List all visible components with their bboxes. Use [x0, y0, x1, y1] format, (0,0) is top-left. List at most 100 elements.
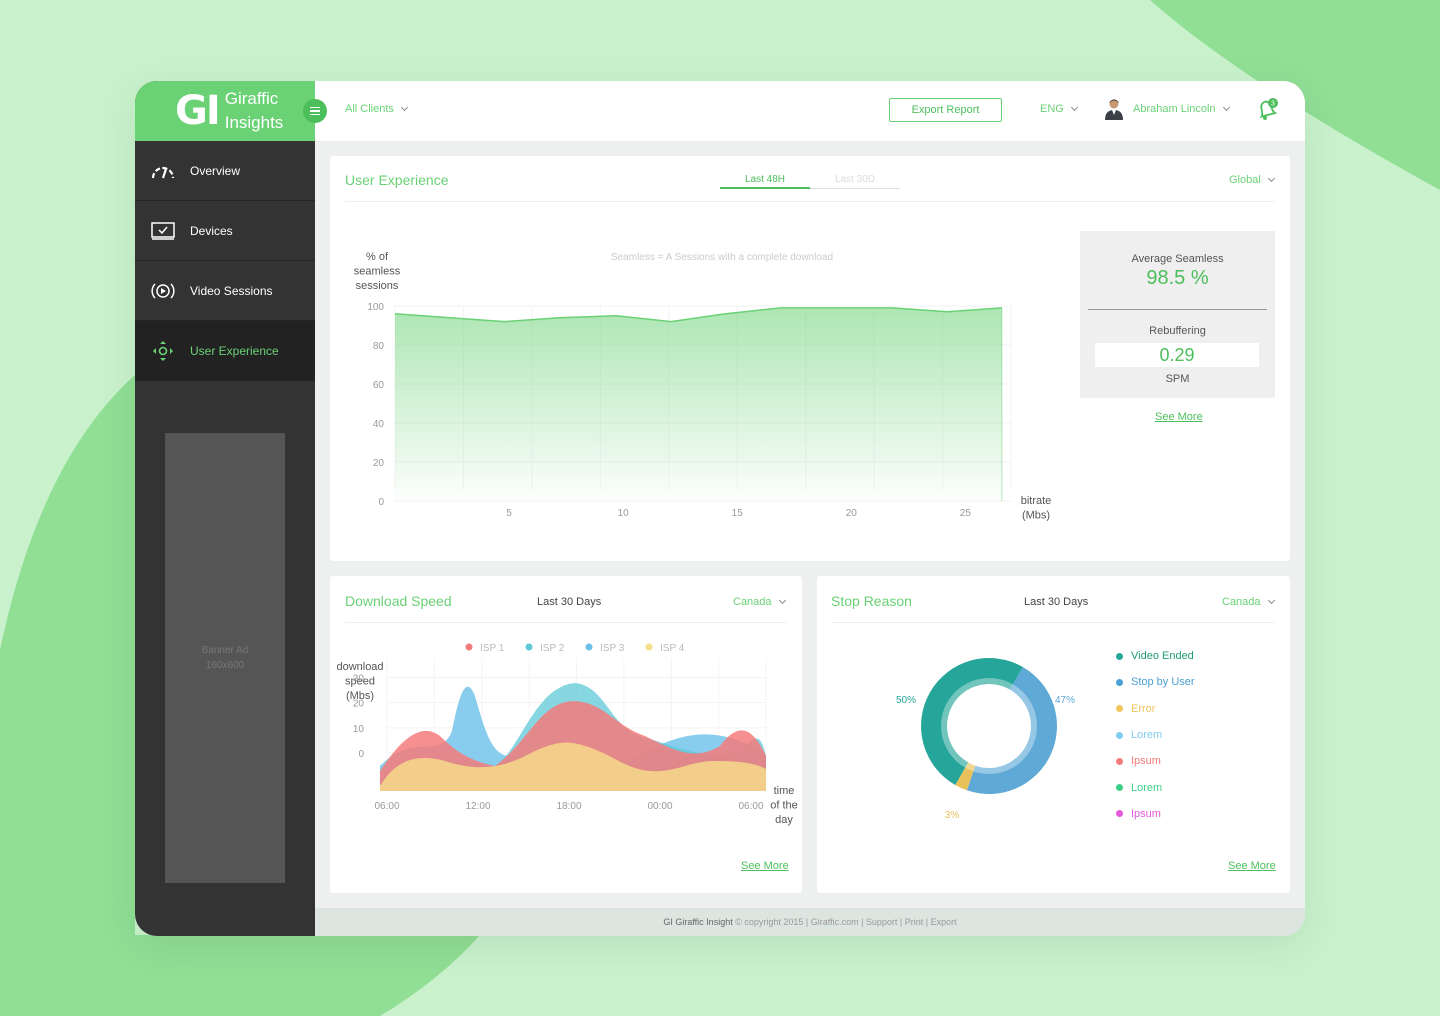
see-more-link[interactable]: See More: [1155, 411, 1203, 423]
legend-label: ISP 1: [480, 643, 505, 654]
legend-dot: [1116, 678, 1123, 686]
x-axis-label: (Mbs): [1022, 510, 1050, 522]
x-axis-label: bitrate: [1021, 495, 1052, 507]
sidebar-item-devices[interactable]: Devices: [135, 201, 315, 261]
card-title: Stop Reason: [831, 593, 912, 609]
bell-icon: 3: [1259, 98, 1278, 120]
chevron-down-icon: [1267, 174, 1275, 183]
region-dropdown[interactable]: Canada: [1222, 596, 1275, 608]
chevron-down-icon: [778, 596, 786, 605]
period-label: Last 30 Days: [1024, 596, 1089, 608]
tab-last-48h[interactable]: Last 48H: [720, 174, 810, 185]
region-dropdown[interactable]: Global: [1229, 174, 1275, 186]
logo-mark: GI: [175, 88, 221, 134]
tab-label: Last 48H: [744, 174, 786, 185]
y-axis-label: % of: [366, 251, 389, 263]
x-tick-label: 06:00: [738, 801, 763, 812]
sidebar-item-video-sessions[interactable]: Video Sessions: [135, 261, 315, 321]
region-dropdown[interactable]: Canada: [733, 596, 786, 608]
card-title: Download Speed: [345, 593, 452, 609]
legend-dot: [1116, 731, 1123, 739]
legend-dot: [1116, 705, 1123, 713]
notifications-button[interactable]: 3: [1256, 97, 1280, 128]
donut-inner-ring: [941, 678, 1037, 774]
clients-label: All Clients: [345, 103, 394, 115]
legend-dot: [525, 643, 533, 651]
footer-links: © copyright 2015 | Giraffic.com | Suppor…: [735, 917, 957, 927]
y-tick-label: 10: [353, 724, 365, 735]
rebuffering-unit: SPM: [1165, 373, 1190, 385]
chart-note: Seamless = A Sessions with a complete do…: [611, 252, 833, 263]
user-name: Abraham Lincoln: [1133, 103, 1216, 115]
x-tick-label: 12:00: [465, 801, 490, 812]
notification-count: 3: [1271, 101, 1275, 108]
banner-ad[interactable]: Banner Ad 160x600: [165, 433, 285, 883]
footer-brand: GI Giraffic Insight: [663, 917, 733, 927]
user-menu[interactable]: Abraham Lincoln: [1103, 98, 1230, 120]
region-label: Canada: [733, 596, 772, 608]
legend-label: ISP 3: [600, 643, 625, 654]
legend-label: ISP 4: [660, 643, 685, 654]
y-tick-label: 30: [353, 674, 365, 685]
region-label: Global: [1229, 174, 1261, 186]
download-speed-card: Download Speed Last 30 Days Canada ISP 1…: [330, 576, 802, 893]
language-dropdown[interactable]: ENG: [1040, 103, 1078, 115]
y-axis-label: sessions: [356, 280, 399, 292]
y-tick-label: 80: [373, 341, 385, 352]
tab-last-30d[interactable]: Last 30D: [810, 174, 900, 185]
logo[interactable]: GI Giraffic Insights: [135, 81, 315, 141]
donut-slice: [966, 666, 1057, 794]
legend-item: Lorem: [1116, 722, 1256, 748]
legend-label: Lorem: [1131, 781, 1163, 794]
legend-dot: [1116, 652, 1123, 660]
legend-label: Ipsum: [1131, 807, 1161, 820]
x-axis-label: time: [774, 785, 795, 797]
divider: [1088, 309, 1267, 310]
donut-slice: [955, 762, 976, 791]
stats-panel: Average Seamless 98.5 % Rebuffering 0.29…: [1080, 231, 1275, 398]
logo-line1: Giraffic: [224, 89, 279, 108]
banner-line1: Banner Ad: [201, 645, 249, 656]
tab-underline: [720, 188, 900, 189]
monitor-check-icon: [151, 221, 175, 241]
sidebar-item-label: Devices: [190, 223, 233, 238]
legend-label: Video Ended: [1131, 650, 1194, 663]
sidebar: GI Giraffic Insights Overview Devices Vi…: [135, 81, 315, 936]
card-title: User Experience: [345, 172, 449, 188]
avg-seamless-label: Average Seamless: [1131, 253, 1224, 265]
legend-dot: [465, 643, 473, 651]
x-tick-label: 10: [618, 508, 630, 519]
tab-active-indicator: [720, 187, 810, 189]
stop-reason-legend: Video Ended Stop by User Error Lorem Ipsum Lo…: [1116, 643, 1256, 827]
chevron-down-icon: [1267, 596, 1275, 605]
legend-dot: [645, 643, 653, 651]
sidebar-item-overview[interactable]: Overview: [135, 141, 315, 201]
chevron-down-icon: [1222, 103, 1230, 111]
x-tick-label: 06:00: [374, 801, 399, 812]
x-axis-label: of the: [770, 800, 798, 812]
x-axis-label: day: [775, 814, 793, 826]
y-tick-label: 20: [353, 699, 365, 710]
y-tick-label: 60: [373, 380, 385, 391]
clients-dropdown[interactable]: All Clients: [345, 103, 408, 115]
period-label: Last 30 Days: [537, 596, 602, 608]
legend-label: Ipsum: [1131, 755, 1161, 768]
app-window: GI Giraffic Insights Overview Devices Vi…: [135, 81, 1305, 936]
slice-label: 3%: [945, 810, 960, 821]
avg-seamless-value: 98.5 %: [1146, 267, 1209, 289]
speedometer-icon: [151, 161, 175, 181]
series-area: [395, 307, 1002, 501]
see-more-link[interactable]: See More: [1228, 860, 1276, 872]
see-more-link[interactable]: See More: [741, 860, 789, 872]
chevron-down-icon: [1070, 103, 1078, 112]
rebuffering-value: 0.29: [1095, 343, 1259, 367]
y-tick-label: 100: [367, 302, 384, 313]
x-tick-label: 25: [960, 508, 972, 519]
export-report-button[interactable]: Export Report: [889, 98, 1002, 122]
legend-dot: [1116, 757, 1123, 765]
legend-label: ISP 2: [540, 643, 565, 654]
series-line: [394, 307, 1002, 323]
sidebar-item-user-experience[interactable]: User Experience: [135, 321, 315, 381]
menu-toggle-button[interactable]: [303, 99, 327, 123]
